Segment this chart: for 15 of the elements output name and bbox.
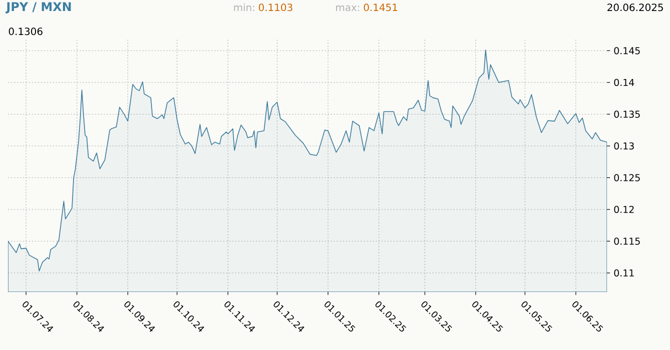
text: min: (234, 3, 254, 11)
y-tick-label: 0.135 (614, 110, 640, 118)
y-tick-label: 0.12 (614, 206, 634, 214)
text: 0.1451 (364, 4, 398, 12)
text: max: (336, 5, 360, 12)
chart-title: JPY / MXN (6, 2, 71, 14)
text: 0.1306 (8, 28, 42, 36)
y-tick-label: 0.11 (614, 269, 634, 277)
y-tick-label: 0.115 (614, 238, 640, 245)
y-tick-label: 0.14 (614, 78, 634, 86)
y-tick-label: 0.125 (614, 174, 640, 182)
y-tick-label: 0.13 (614, 142, 634, 150)
text: 0.1103 (258, 4, 292, 12)
text: 20.06.2025 (608, 4, 663, 12)
y-tick-label: 0.145 (614, 47, 640, 54)
